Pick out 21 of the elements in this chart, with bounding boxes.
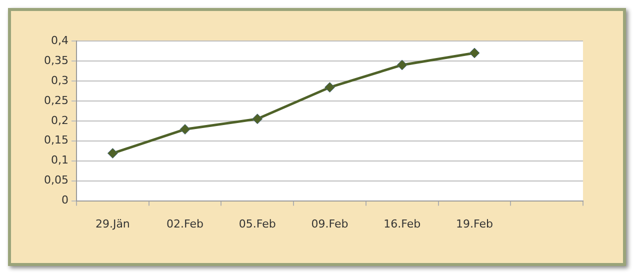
y-tick-label: 0,2: [50, 114, 68, 127]
x-tick-label: 29.Jän: [95, 217, 130, 230]
point: [396, 60, 408, 70]
y-tick-label: 0,35: [44, 54, 68, 67]
y-tick-label: 0,25: [44, 94, 68, 107]
x-tick-label: 19.Feb: [456, 217, 493, 230]
y-tick-label: 0,3: [50, 74, 68, 87]
point: [469, 48, 480, 58]
point: [252, 114, 263, 124]
x-tick-label: 02.Feb: [166, 217, 204, 230]
point: [107, 148, 118, 159]
y-tick-label: 0,4: [50, 34, 68, 47]
x-tick-label: 05.Feb: [238, 217, 276, 230]
y-tick-label: 0,1: [50, 154, 68, 167]
y-tick-label: 0: [61, 194, 68, 207]
x-tick-label: 16.Feb: [384, 217, 421, 230]
x-tick-label: 09.Feb: [311, 217, 348, 230]
point: [324, 82, 335, 93]
y-tick-label: 0,15: [44, 134, 68, 147]
point: [180, 124, 190, 135]
y-tick-label: 0,05: [44, 174, 68, 187]
